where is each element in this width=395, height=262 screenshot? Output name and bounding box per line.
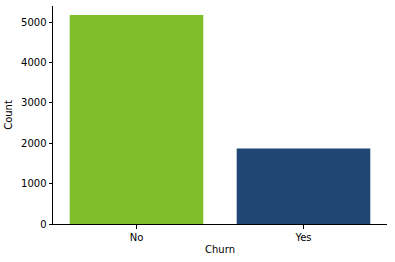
svg-text:4000: 4000 [21, 57, 46, 68]
svg-text:Count: Count [3, 100, 14, 130]
svg-text:3000: 3000 [21, 97, 46, 108]
svg-text:Churn: Churn [205, 244, 235, 255]
svg-text:1000: 1000 [21, 178, 46, 189]
svg-text:Yes: Yes [294, 232, 311, 243]
svg-text:0: 0 [40, 219, 46, 230]
svg-text:No: No [130, 232, 144, 243]
svg-text:5000: 5000 [21, 17, 46, 28]
svg-text:2000: 2000 [21, 138, 46, 149]
